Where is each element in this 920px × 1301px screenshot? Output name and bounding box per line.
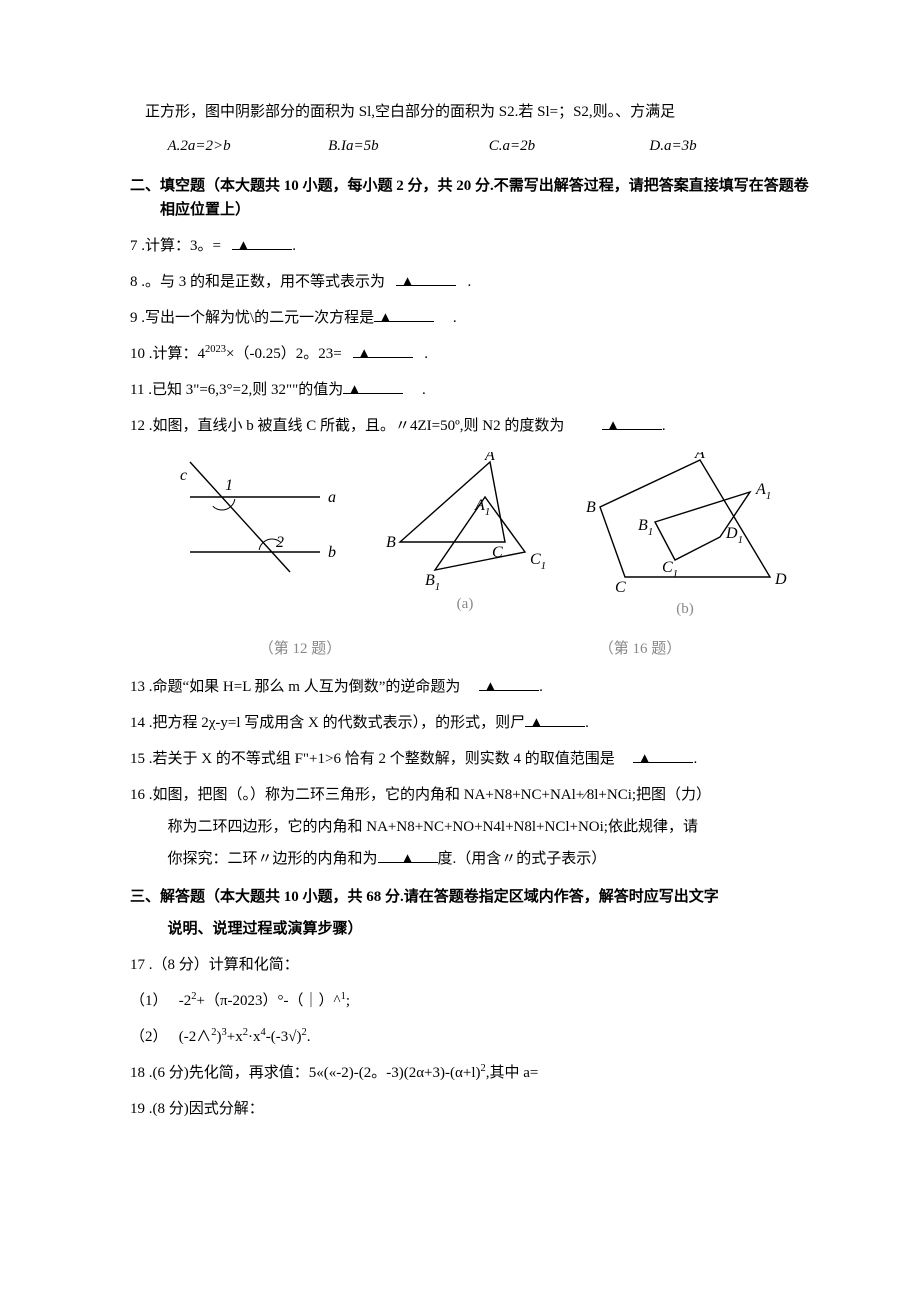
svg-text:a: a bbox=[328, 489, 336, 506]
q10-blank: ▲ bbox=[353, 342, 413, 358]
q6-options: A.2a=2>b B.Ia=5b C.a=2b D.a=3b bbox=[130, 134, 810, 158]
q11: 11 .已知 3"=6,3°=2,则 32""的值为▲ . bbox=[130, 378, 810, 402]
section-2-heading: 二、填空题（本大题共 10 小题，每小题 2 分，共 20 分.不需写出解答过程… bbox=[160, 174, 810, 222]
q6-opt-c: C.a=2b bbox=[489, 134, 650, 158]
q17-part1: （1） -22+（π-2023）°-（｜）^1; bbox=[130, 989, 810, 1013]
svg-text:B: B bbox=[386, 534, 396, 551]
section-3-heading-line1: 三、解答题（本大题共 10 小题，共 68 分.请在答题卷指定区域内作答，解答时… bbox=[160, 885, 810, 909]
svg-text:D: D bbox=[774, 571, 787, 588]
q13: 13 .命题“如果 H=L 那么 m 人互为倒数”的逆命题为 ▲. bbox=[130, 675, 810, 699]
svg-text:c: c bbox=[180, 467, 187, 484]
svg-text:2: 2 bbox=[276, 534, 284, 551]
q19: 19 .(8 分)因式分解： bbox=[130, 1097, 810, 1121]
figure-captions: （第 12 题） （第 16 题） bbox=[130, 637, 810, 661]
q11-blank: ▲ bbox=[343, 378, 403, 394]
caption-q12: （第 12 题） bbox=[259, 637, 342, 661]
section-3-heading-line2: 说明、说理过程或演算步骤） bbox=[130, 917, 810, 941]
svg-text:C1: C1 bbox=[530, 551, 546, 572]
q6-opt-b: B.Ia=5b bbox=[328, 134, 489, 158]
q14-blank: ▲ bbox=[525, 711, 585, 727]
caption-q16: （第 16 题） bbox=[599, 637, 682, 661]
q15: 15 .若关于 X 的不等式组 F"+1>6 恰有 2 个整数解，则实数 4 的… bbox=[130, 747, 810, 771]
figure-q16a: ABCA1B1C1 (a) bbox=[380, 452, 550, 631]
figure-label-a: (a) bbox=[380, 592, 550, 616]
svg-text:C: C bbox=[492, 544, 503, 561]
q14: 14 .把方程 2χ-y=l 写成用含 X 的代数式表示），的形式，则尸▲. bbox=[130, 711, 810, 735]
svg-text:b: b bbox=[328, 544, 336, 561]
q13-blank: ▲ bbox=[479, 675, 539, 691]
svg-text:B1: B1 bbox=[425, 572, 440, 592]
figure-label-b: (b) bbox=[580, 597, 790, 621]
q6-opt-a: A.2a=2>b bbox=[168, 134, 329, 158]
q16-blank: ▲ bbox=[378, 847, 438, 863]
diagram-q12: c 1 a 2 b bbox=[150, 452, 350, 587]
q8: 8 .。与 3 的和是正数，用不等式表示为 ▲ . bbox=[130, 270, 810, 294]
q9: 9 .写出一个解为忧\的二元一次方程是▲ . bbox=[130, 306, 810, 330]
q7: 7 .计算：3。= ▲. bbox=[130, 234, 810, 258]
q7-blank: ▲ bbox=[232, 234, 292, 250]
figure-q12: c 1 a 2 b bbox=[150, 452, 350, 631]
q15-blank: ▲ bbox=[633, 747, 693, 763]
svg-text:A1: A1 bbox=[755, 481, 771, 502]
q9-blank: ▲ bbox=[374, 306, 434, 322]
q17-part2: （2） (-2∧2)3+x2·x4-(-3√)2. bbox=[130, 1025, 810, 1049]
q16: 16 .如图，把图（。）称为二环三角形，它的内角和 NA+N8+NC+NAl+∕… bbox=[130, 783, 810, 871]
q18: 18 .(6 分)先化简，再求值：5«(«-2)-(2。-3)(2α+3)-(α… bbox=[130, 1061, 810, 1085]
svg-text:B: B bbox=[586, 499, 596, 516]
q6-opt-d: D.a=3b bbox=[649, 134, 810, 158]
figure-row: c1a2b ABCA1B1C1 (a) ABCDA1B1C1D1 (b) bbox=[130, 452, 810, 631]
svg-text:1: 1 bbox=[225, 477, 233, 494]
diagram-q16b: ABCDA1B1C1D1 bbox=[580, 452, 790, 597]
q17: 17 .（8 分）计算和化简： bbox=[130, 953, 810, 977]
q8-blank: ▲ bbox=[396, 270, 456, 286]
diagram-q16a: ABCA1B1C1 bbox=[380, 452, 550, 592]
svg-text:A: A bbox=[694, 452, 705, 462]
svg-text:C: C bbox=[615, 579, 626, 596]
svg-text:B1: B1 bbox=[638, 517, 653, 538]
q12-blank: ▲ bbox=[602, 414, 662, 430]
q12: 12 .如图，直线小 b 被直线 C 所截，且。〃4ZI=50º,则 N2 的度… bbox=[130, 414, 810, 438]
svg-text:A: A bbox=[484, 452, 495, 464]
q10: 10 .计算：42023×（-0.25）2。23= ▲ . bbox=[130, 342, 810, 366]
q6-continuation: 正方形，图中阴影部分的面积为 Sl,空白部分的面积为 S2.若 Sl=；S2,则… bbox=[130, 100, 810, 124]
figure-q16b: ABCDA1B1C1D1 (b) bbox=[580, 452, 790, 631]
